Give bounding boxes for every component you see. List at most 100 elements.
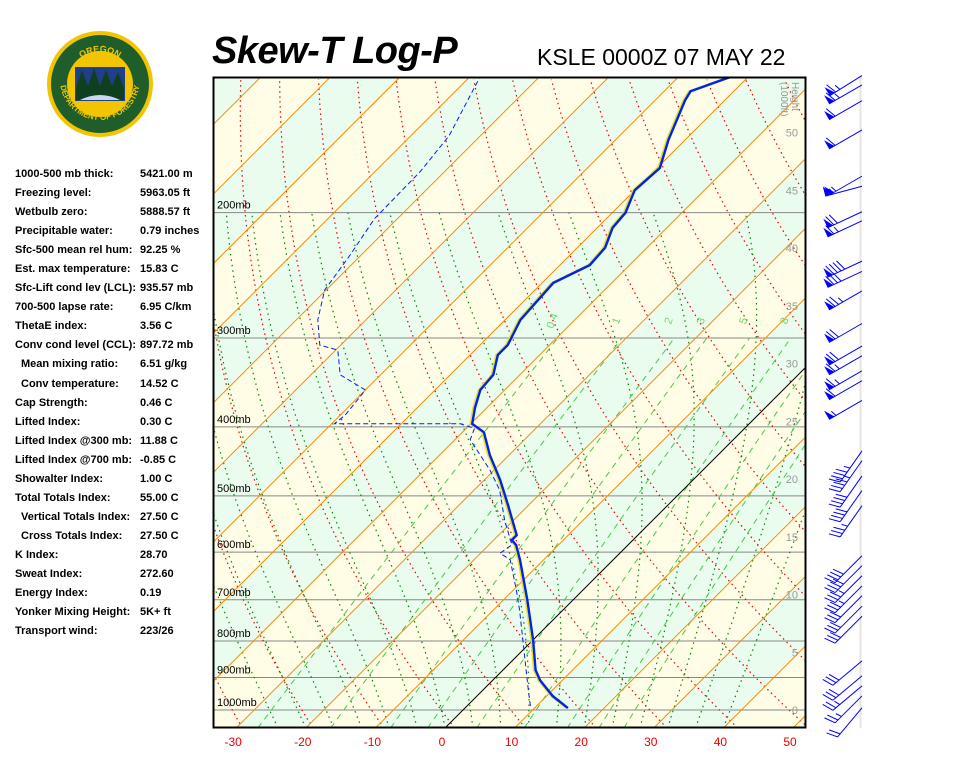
stat-value: 11.88 C <box>140 434 178 447</box>
x-tick-label: 50 <box>783 735 797 749</box>
stat-label: 1000-500 mb thick: <box>15 168 114 180</box>
height-tick-label: 0 <box>792 705 798 717</box>
stat-row: K Index: 28.70 <box>15 549 199 568</box>
wind-barb <box>826 707 863 738</box>
mixing-ratio-label: 2 <box>662 316 675 326</box>
isotherm-band <box>214 89 805 727</box>
height-tick-label: 5 <box>792 647 798 659</box>
pressure-level-label: 800mb <box>217 628 251 640</box>
x-tick-label: 20 <box>575 735 589 749</box>
pressure-level-label: 700mb <box>217 587 251 599</box>
moist-adiabat-line <box>497 212 599 727</box>
pressure-level-label: 500mb <box>217 483 251 495</box>
mixing-ratio-line <box>476 337 751 727</box>
stat-row: Yonker Mixing Height: 5K+ ft <box>15 606 199 625</box>
wind-barb <box>824 555 863 584</box>
stat-label: Showalter Index: <box>15 472 104 485</box>
parcel-trace-line <box>469 78 728 709</box>
stat-label: Vertical Totals Index: <box>21 510 131 523</box>
wind-barb <box>828 475 863 508</box>
stat-row: Freezing level: 5963.05 ft <box>15 187 199 206</box>
stat-label: Wetbulb zero: <box>15 206 88 219</box>
isotherm-line <box>375 297 805 727</box>
stability-indices-panel: 1000-500 mb thick: 5421.00 m Freezing leve… <box>15 168 199 644</box>
stat-label: Yonker Mixing Height: <box>15 606 131 619</box>
wind-barb <box>824 323 863 343</box>
stat-value: 5963.05 ft <box>140 187 191 200</box>
stat-value: 55.00 C <box>140 491 179 504</box>
stat-label: Cross Totals Index: <box>21 529 123 542</box>
stat-value: 6.51 g/kg <box>140 358 188 371</box>
mixing-ratio-line <box>330 337 623 727</box>
wind-barb <box>823 211 863 229</box>
wind-barb <box>824 565 863 593</box>
isotherm-band <box>794 716 805 727</box>
wind-barb <box>824 370 863 391</box>
zero-isotherm-line <box>445 367 805 727</box>
isotherm-line <box>0 67 131 728</box>
stat-label: Mean mixing ratio: <box>21 358 119 371</box>
stat-label: Total Totals Index: <box>15 491 111 504</box>
dry-adiabat-line <box>67 80 172 728</box>
stat-label: Sfc-Lift cond lev (LCL): <box>15 282 136 295</box>
dry-adiabat-line <box>214 525 314 727</box>
stat-label: Lifted Index @700 mb: <box>15 453 133 466</box>
moist-adiabat-line <box>214 427 334 727</box>
pressure-level-label: 600mb <box>217 539 251 551</box>
isotherm-bands <box>0 68 805 729</box>
isotherm-band <box>0 68 131 729</box>
isotherm-line <box>793 715 805 727</box>
stat-value: 3.56 C <box>140 320 173 333</box>
wind-barb <box>822 660 863 686</box>
moist-adiabat-line <box>214 513 306 727</box>
wind-barb <box>823 260 863 278</box>
stat-label: Sfc-500 mean rel hum: <box>15 244 133 257</box>
wind-barb <box>824 595 863 624</box>
stat-row: Cap Strength: 0.46 C <box>15 397 199 416</box>
stat-label: Cap Strength: <box>15 396 88 409</box>
stat-row: Energy Index: 0.19 <box>15 587 199 606</box>
wind-barb <box>824 400 863 420</box>
isotherm-line <box>584 506 805 727</box>
isotherm-line <box>214 78 331 195</box>
stat-value: 1.00 C <box>140 472 173 485</box>
stat-value: 5421.00 m <box>140 168 193 180</box>
wind-barb <box>824 345 863 366</box>
stat-label: Energy Index: <box>15 587 88 600</box>
stat-value: 5888.57 ft <box>140 206 191 219</box>
dry-adiabat-line <box>214 321 384 727</box>
chart-grid <box>0 67 960 728</box>
x-tick-label: 0 <box>439 735 446 749</box>
stat-row: Conv temperature: 14.52 C <box>15 378 199 397</box>
moist-adiabat-line <box>389 212 530 727</box>
mixing-ratio-line <box>257 337 559 727</box>
stat-row: Mean mixing ratio: 6.51 g/kg <box>15 358 199 377</box>
stat-value: 0.46 C <box>140 396 173 409</box>
height-axis-unit: (1000ft) <box>778 82 789 116</box>
wind-barb <box>823 270 863 288</box>
mixing-ratio-label: 3 <box>695 316 708 326</box>
wind-barb <box>824 129 863 150</box>
stat-row: Total Totals Index: 55.00 C <box>15 492 199 511</box>
oregon-department-of-forestry-logo: OREGON DEPARTMENT OF FORESTRY <box>47 31 153 137</box>
dry-adiabat-line <box>434 79 805 726</box>
stat-value: 27.50 C <box>140 510 179 523</box>
stat-row: Sfc-Lift cond lev (LCL): 935.57 mb <box>15 282 199 301</box>
stat-row: 700-500 lapse rate: 6.95 C/km <box>15 301 199 320</box>
height-axis-title: Height <box>789 82 800 111</box>
stat-value: 6.95 C/km <box>140 301 192 314</box>
moist-adiabat-line <box>214 585 279 727</box>
stat-row: Vertical Totals Index: 27.50 C <box>15 511 199 530</box>
dry-adiabat-line <box>862 80 960 728</box>
wind-barb <box>824 100 863 121</box>
moist-adiabat-line <box>347 212 502 727</box>
isotherm-band <box>0 68 62 729</box>
stat-row: Conv cond level (CCL): 897.72 mb <box>15 339 199 358</box>
isotherm-line <box>863 67 960 728</box>
dry-adiabat-line <box>783 79 805 122</box>
moist-adiabat-line <box>311 212 474 727</box>
height-tick-label: 25 <box>786 416 798 428</box>
wind-barb <box>828 460 863 493</box>
stat-label: Sweat Index: <box>15 567 83 580</box>
